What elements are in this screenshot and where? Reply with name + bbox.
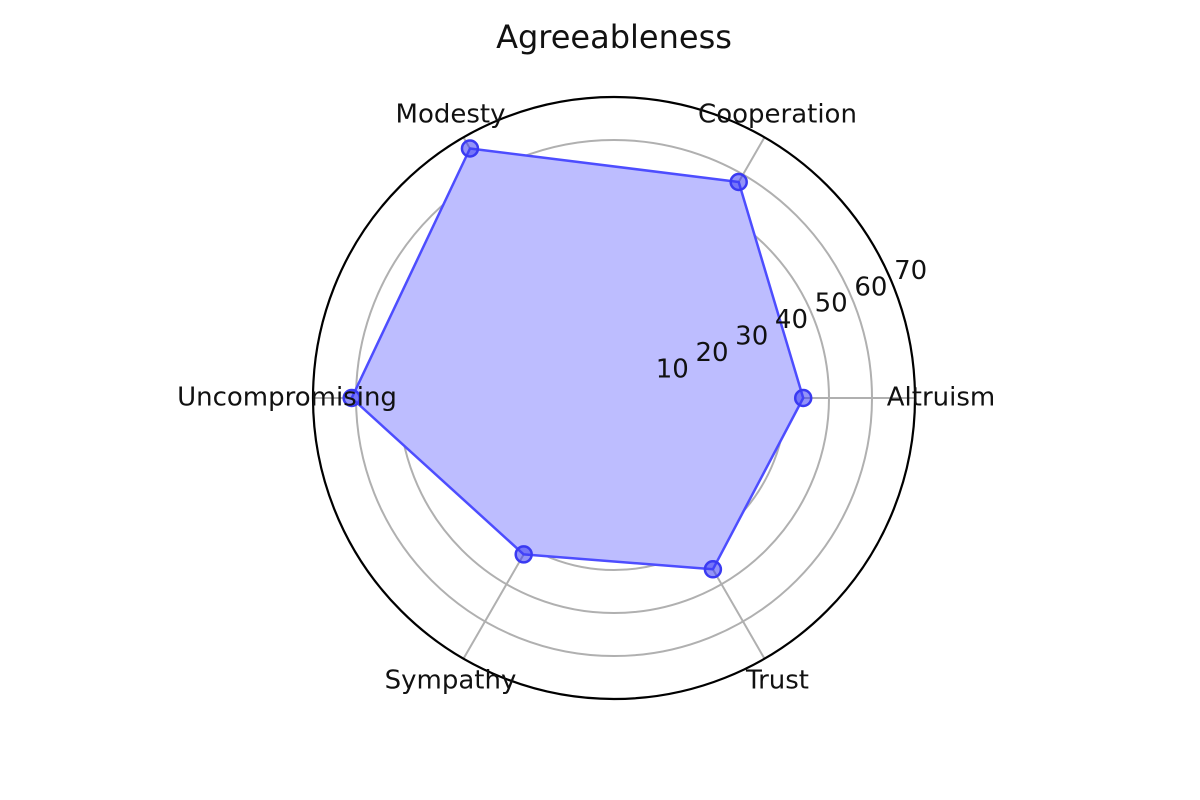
category-label-cooperation: Cooperation — [698, 99, 857, 129]
radial-tick-label-20: 20 — [695, 338, 728, 368]
series-layer — [342, 139, 813, 579]
radial-tick-label-40: 40 — [775, 305, 808, 335]
radial-tick-label-70: 70 — [894, 256, 927, 286]
data-point-trust — [703, 560, 723, 579]
category-label-layer: Altruism Cooperation Modesty Uncompromising… — [177, 99, 995, 695]
category-label-altruism: Altruism — [887, 383, 995, 413]
category-label-sympathy: Sympathy — [385, 666, 517, 696]
data-point-uncompromising — [342, 388, 361, 408]
data-point-sympathy — [514, 545, 533, 564]
category-label-uncompromising: Uncompromising — [177, 383, 397, 413]
data-point-modesty — [460, 139, 480, 158]
data-point-altruism — [793, 388, 813, 408]
chart-title: Agreeableness — [496, 18, 732, 56]
outer-ring — [311, 95, 917, 701]
series-area — [351, 148, 804, 570]
radial-tick-label-10: 10 — [656, 355, 689, 385]
radial-tick-label-60: 60 — [854, 272, 887, 302]
radial-tick-label-30: 30 — [735, 322, 768, 352]
radial-tick-label-50: 50 — [815, 289, 848, 319]
data-point-cooperation — [729, 172, 748, 192]
category-label-trust: Trust — [745, 666, 809, 696]
category-label-modesty: Modesty — [396, 99, 506, 129]
